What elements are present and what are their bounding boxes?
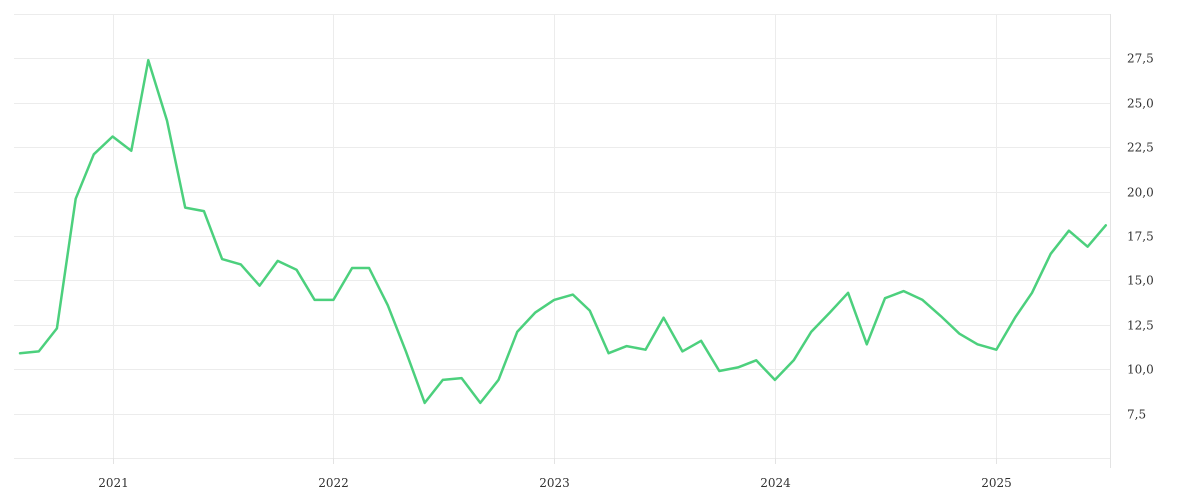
x-tick-label: 2025 (981, 476, 1012, 490)
x-tick-label: 2022 (318, 476, 349, 490)
x-tick-label: 2024 (760, 476, 791, 490)
y-tick-label: 15,0 (1127, 274, 1154, 288)
y-tick-label: 22,5 (1127, 141, 1154, 155)
grid-layer (14, 14, 1110, 459)
tick-label-layer: 7,5 10,0 12,5 15,0 17,5 20,0 22,5 25,0 27,5 2021 2… (98, 52, 1153, 491)
y-tick-label: 25,0 (1127, 97, 1154, 111)
x-tick-label: 2023 (539, 476, 570, 490)
y-tick-label: 12,5 (1127, 319, 1154, 333)
series-layer (18, 58, 1108, 405)
y-tick-label: 20,0 (1127, 186, 1154, 200)
y-tick-label: 10,0 (1127, 363, 1154, 377)
y-tick-label: 27,5 (1127, 52, 1154, 66)
series-line (18, 58, 1108, 405)
y-tick-label: 17,5 (1127, 230, 1154, 244)
x-tick-label: 2021 (98, 476, 129, 490)
y-tick-label: 7,5 (1127, 408, 1146, 422)
axis-layer (113, 14, 1111, 468)
